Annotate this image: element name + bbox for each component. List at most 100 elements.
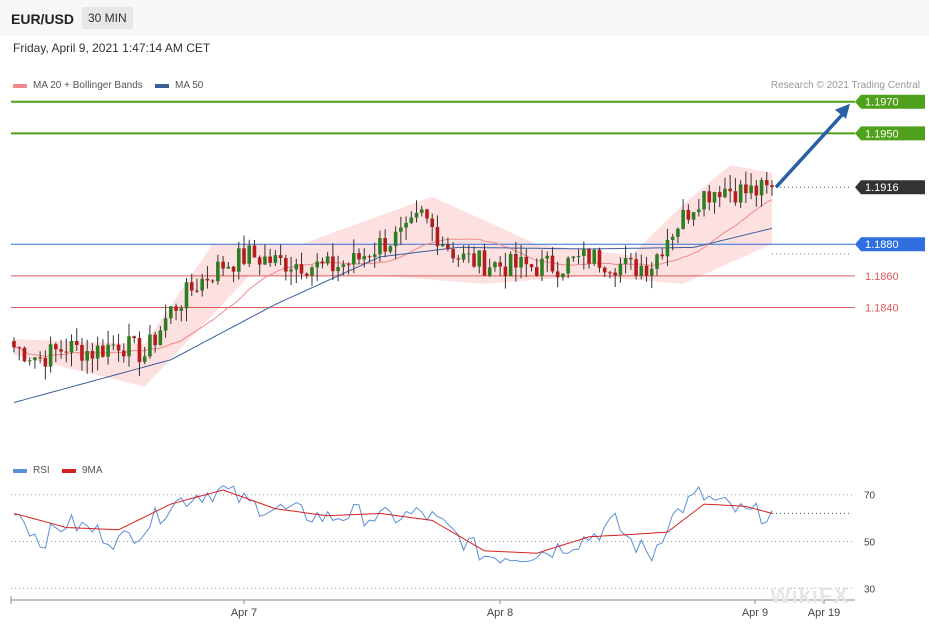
candle — [163, 304, 168, 338]
rsi-tick-label: 70 — [864, 491, 876, 502]
candle — [472, 246, 476, 268]
candle — [764, 171, 769, 194]
candle — [101, 339, 105, 358]
candle — [529, 263, 534, 272]
candle — [414, 200, 419, 223]
candle — [252, 240, 257, 258]
candle — [357, 248, 361, 265]
candle — [116, 333, 121, 362]
candle — [221, 255, 225, 276]
candle — [388, 244, 393, 254]
symbol-title: EUR/USD — [11, 11, 75, 27]
timeframe-badge[interactable]: 30 MIN — [82, 7, 133, 29]
level-tag-resistance — [855, 94, 925, 109]
candle — [540, 249, 544, 282]
candle — [545, 251, 550, 273]
level-label: 1.1880 — [865, 239, 899, 251]
candle — [435, 215, 440, 255]
candle — [691, 212, 696, 227]
candle — [550, 247, 555, 274]
candle — [174, 303, 178, 321]
candle — [12, 337, 16, 353]
candle — [289, 256, 293, 285]
candle — [686, 204, 691, 224]
candle — [519, 244, 523, 279]
candlesticks — [12, 171, 774, 380]
candle — [697, 199, 701, 217]
research-credit: Research © 2021 Trading Central — [770, 80, 920, 91]
candle — [362, 248, 367, 268]
level-tag-resistance — [855, 126, 925, 141]
candle — [404, 216, 408, 240]
forecast-arrow-shaft — [774, 111, 846, 189]
candle — [717, 185, 722, 208]
x-tick-label: Apr 7 — [231, 607, 257, 619]
candle — [649, 262, 654, 289]
candle — [236, 241, 241, 280]
candle — [514, 241, 518, 282]
candle — [153, 331, 157, 353]
candle — [111, 335, 116, 351]
candle — [299, 252, 304, 280]
candle — [508, 251, 513, 277]
candle — [639, 254, 644, 280]
legend-ma20-swatch — [13, 83, 27, 88]
forecast-arrow — [774, 103, 850, 189]
candle — [498, 256, 502, 277]
legend-ma20: MA 20 + Bollinger Bands — [13, 80, 143, 91]
candle — [127, 323, 131, 367]
candle — [43, 350, 48, 380]
candle — [629, 252, 633, 270]
candle — [634, 252, 638, 280]
x-axis: Apr 7 Apr 8 Apr 9 Apr 19 — [10, 596, 855, 619]
ma50-line — [13, 227, 773, 403]
candle — [597, 247, 602, 273]
candle — [759, 177, 764, 207]
candle — [284, 254, 288, 281]
candle — [158, 325, 163, 346]
candle — [461, 245, 466, 263]
candle — [670, 233, 675, 251]
candle — [257, 255, 262, 275]
candle — [273, 250, 278, 267]
candle — [623, 245, 628, 274]
candle — [216, 254, 220, 285]
level-tag-pivot — [855, 237, 925, 252]
candle — [325, 251, 330, 266]
candle — [608, 270, 612, 279]
candle — [132, 335, 137, 344]
candle — [210, 279, 215, 284]
candle — [148, 324, 152, 359]
candle — [576, 248, 581, 265]
candle — [184, 277, 189, 322]
candle — [378, 230, 382, 262]
candle — [341, 260, 346, 276]
candle — [712, 191, 717, 214]
candle — [681, 199, 685, 230]
candle — [660, 248, 665, 260]
candle — [618, 257, 623, 283]
candle — [733, 178, 738, 206]
legend-ma50: MA 50 — [155, 80, 203, 91]
candle — [425, 208, 429, 224]
candle — [54, 342, 58, 363]
rsi-9ma-line — [13, 489, 773, 554]
candle — [702, 190, 706, 217]
candle — [263, 244, 267, 265]
candle — [676, 227, 680, 244]
legend-9ma-label: 9MA — [82, 465, 103, 476]
candle — [69, 334, 74, 367]
candle — [393, 226, 398, 260]
candle — [85, 339, 89, 374]
candle — [304, 272, 309, 279]
candle — [655, 253, 659, 276]
candle — [592, 248, 597, 266]
candle — [242, 235, 246, 266]
legend-9ma: 9MA — [62, 465, 103, 476]
rsi-line — [13, 485, 773, 564]
candle — [27, 357, 32, 366]
legend-rsi: RSI — [13, 465, 50, 476]
level-label: 1.1950 — [865, 128, 899, 140]
candle — [294, 258, 299, 284]
